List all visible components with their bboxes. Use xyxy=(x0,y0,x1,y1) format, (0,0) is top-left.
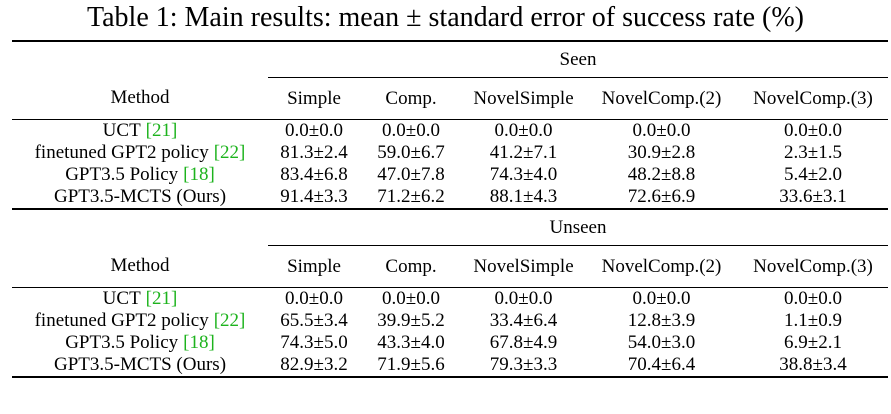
result-cell: 0.0±0.0 xyxy=(494,120,553,141)
citation: [22] xyxy=(213,310,246,331)
citation: [18] xyxy=(183,164,215,185)
header-row: Method Simple Comp. NovelSimple NovelComp.(2… xyxy=(12,78,888,120)
results-table: Seen Method Simple Comp. NovelSimple NovelCom… xyxy=(12,40,888,378)
group-row: Unseen xyxy=(12,209,888,246)
data-row: GPT3.5 Policy [18] 83.4±6.8 47.0±7.8 74.3±4.… xyxy=(12,164,888,186)
method-cell: GPT3.5 Policy [18] xyxy=(12,164,268,186)
column-header: Simple xyxy=(287,87,341,109)
method-cell: UCT [21] xyxy=(12,120,268,143)
result-cell: 74.3±5.0 xyxy=(280,332,348,353)
result-cell: 33.6±3.1 xyxy=(779,186,847,207)
group-header: Unseen xyxy=(268,209,888,246)
result-cell: 5.4±2.0 xyxy=(784,164,842,185)
method-name: GPT3.5 Policy xyxy=(65,332,179,353)
method-name: GPT3.5-MCTS (Ours) xyxy=(53,354,227,375)
result-cell: 38.8±3.4 xyxy=(779,354,847,375)
result-cell: 1.1±0.9 xyxy=(784,310,842,331)
method-name: UCT xyxy=(102,288,141,309)
group-row: Seen xyxy=(12,41,888,78)
column-header: NovelSimple xyxy=(473,255,574,277)
result-cell: 67.8±4.9 xyxy=(489,332,558,353)
result-cell: 91.4±3.3 xyxy=(280,186,348,207)
result-cell: 6.9±2.1 xyxy=(784,332,842,353)
result-cell: 54.0±3.0 xyxy=(627,332,696,353)
method-name: UCT xyxy=(102,120,141,141)
result-cell: 0.0±0.0 xyxy=(784,120,842,141)
result-cell: 81.3±2.4 xyxy=(280,142,348,163)
empty-cell xyxy=(12,41,268,78)
result-cell: 83.4±6.8 xyxy=(280,164,348,185)
column-header: NovelSimple xyxy=(473,87,574,109)
method-name: finetuned GPT2 policy xyxy=(34,142,209,163)
group-header: Seen xyxy=(268,41,888,78)
result-cell: 0.0±0.0 xyxy=(285,288,343,309)
column-header: NovelComp.(2) xyxy=(601,255,722,277)
empty-cell xyxy=(12,209,268,246)
result-cell: 30.9±2.8 xyxy=(627,142,696,163)
column-header: NovelComp.(3) xyxy=(753,255,873,277)
result-cell: 88.1±4.3 xyxy=(489,186,558,207)
data-row: UCT [21] 0.0±0.0 0.0±0.0 0.0±0.0 0.0±0.0 0.0±0… xyxy=(12,120,888,143)
column-header: Simple xyxy=(287,255,341,277)
column-header: Method xyxy=(110,87,170,109)
column-header: NovelComp.(3) xyxy=(753,87,873,109)
result-cell: 72.6±6.9 xyxy=(627,186,696,207)
method-name: GPT3.5 Policy xyxy=(65,164,179,185)
result-cell: 47.0±7.8 xyxy=(377,164,445,185)
data-row: GPT3.5 Policy [18] 74.3±5.0 43.3±4.0 67.8±4.… xyxy=(12,332,888,354)
method-cell: finetuned GPT2 policy [22] xyxy=(12,310,268,332)
result-cell: 0.0±0.0 xyxy=(632,120,691,141)
result-cell: 2.3±1.5 xyxy=(784,142,842,163)
result-cell: 59.0±6.7 xyxy=(377,142,445,163)
method-cell: GPT3.5-MCTS (Ours) xyxy=(12,186,268,209)
data-row: UCT [21] 0.0±0.0 0.0±0.0 0.0±0.0 0.0±0.0 0.0±0… xyxy=(12,288,888,311)
method-cell: GPT3.5 Policy [18] xyxy=(12,332,268,354)
citation: [18] xyxy=(183,332,215,353)
column-header: Comp. xyxy=(385,255,437,277)
result-cell: 39.9±5.2 xyxy=(377,310,445,331)
column-header: Comp. xyxy=(385,87,437,109)
data-row: finetuned GPT2 policy [22] 81.3±2.4 59.0±6.… xyxy=(12,142,888,164)
result-cell: 0.0±0.0 xyxy=(494,288,553,309)
result-cell: 43.3±4.0 xyxy=(377,332,445,353)
citation: [21] xyxy=(145,120,178,141)
result-cell: 71.2±6.2 xyxy=(377,186,445,207)
result-cell: 12.8±3.9 xyxy=(627,310,696,331)
result-cell: 0.0±0.0 xyxy=(632,288,691,309)
result-cell: 79.3±3.3 xyxy=(489,354,558,375)
citation: [22] xyxy=(213,142,246,163)
header-row: Method Simple Comp. NovelSimple NovelComp.(2… xyxy=(12,246,888,288)
result-cell: 41.2±7.1 xyxy=(489,142,558,163)
method-cell: finetuned GPT2 policy [22] xyxy=(12,142,268,164)
result-cell: 0.0±0.0 xyxy=(382,288,440,309)
table-caption: Table 1: Main results: mean ± standard e… xyxy=(86,2,805,33)
column-header: Method xyxy=(110,255,170,277)
result-cell: 48.2±8.8 xyxy=(627,164,696,185)
data-row: finetuned GPT2 policy [22] 65.5±3.4 39.9±5.… xyxy=(12,310,888,332)
column-header: NovelComp.(2) xyxy=(601,87,722,109)
result-cell: 74.3±4.0 xyxy=(489,164,558,185)
result-cell: 82.9±3.2 xyxy=(280,354,348,375)
result-cell: 70.4±6.4 xyxy=(627,354,696,375)
data-row: GPT3.5-MCTS (Ours) 82.9±3.2 71.9±5.6 79.3±3… xyxy=(12,354,888,377)
result-cell: 33.4±6.4 xyxy=(489,310,558,331)
result-cell: 0.0±0.0 xyxy=(285,120,343,141)
data-row: GPT3.5-MCTS (Ours) 91.4±3.3 71.2±6.2 88.1±4… xyxy=(12,186,888,209)
result-cell: 0.0±0.0 xyxy=(784,288,842,309)
method-name: finetuned GPT2 policy xyxy=(34,310,209,331)
result-cell: 71.9±5.6 xyxy=(377,354,445,375)
method-cell: GPT3.5-MCTS (Ours) xyxy=(12,354,268,377)
result-cell: 0.0±0.0 xyxy=(382,120,440,141)
method-cell: UCT [21] xyxy=(12,288,268,311)
method-name: GPT3.5-MCTS (Ours) xyxy=(53,186,227,207)
result-cell: 65.5±3.4 xyxy=(280,310,348,331)
citation: [21] xyxy=(145,288,178,309)
